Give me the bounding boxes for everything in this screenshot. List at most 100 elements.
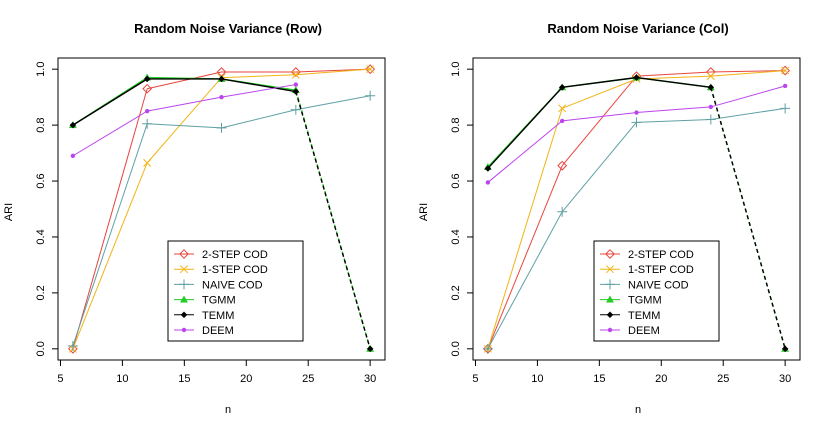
x-tick-label: 30 xyxy=(364,373,376,385)
legend-items: 2-STEP COD 1-STEP COD NAIVE COD TGMM TEMM DEE… xyxy=(174,249,268,337)
data-point xyxy=(634,110,639,115)
legend-label: DEEM xyxy=(628,325,660,337)
legend-item: 2-STEP COD xyxy=(174,249,268,261)
data-point xyxy=(365,64,376,75)
data-point xyxy=(67,341,78,352)
legend-marker xyxy=(179,249,189,259)
legend-label: 2-STEP COD xyxy=(628,249,694,261)
data-point xyxy=(142,118,153,129)
legend-item: NAIVE COD xyxy=(600,279,689,291)
legend-item: NAIVE COD xyxy=(174,279,263,291)
series-layer xyxy=(482,65,791,354)
series-deem xyxy=(70,82,299,159)
plot-frame xyxy=(472,57,801,361)
legend-marker xyxy=(607,327,613,333)
x-tick-label: 30 xyxy=(779,373,791,385)
y-axis-label: ARI xyxy=(418,203,430,221)
x-axis: 5 10 15 20 25 30 xyxy=(472,360,791,385)
x-tick-label: 15 xyxy=(593,373,605,385)
data-point xyxy=(484,165,492,172)
legend-item: DEEM xyxy=(600,325,660,337)
x-tick-label: 5 xyxy=(472,373,478,385)
series-line-segment xyxy=(295,91,371,350)
data-point xyxy=(142,83,153,94)
y-tick-label: 0.4 xyxy=(35,229,47,244)
y-tick-label: 0.0 xyxy=(35,341,47,356)
legend-marker xyxy=(179,279,189,290)
data-point xyxy=(218,75,225,83)
series-line-segment xyxy=(487,165,563,350)
series-naive-cod xyxy=(482,103,791,354)
series-line-segment xyxy=(295,68,371,76)
x-tick-label: 25 xyxy=(302,373,314,385)
x-tick-label: 10 xyxy=(531,373,543,385)
x-axis: 5 10 15 20 25 30 xyxy=(57,360,376,385)
legend-marker xyxy=(180,265,188,274)
series-line-segment xyxy=(636,76,711,89)
series-line-segment xyxy=(561,75,637,166)
series-line-segment xyxy=(72,88,148,349)
data-point xyxy=(291,70,300,79)
series-line-segment xyxy=(561,78,637,109)
y-tick-label: 1.0 xyxy=(450,62,462,77)
data-point xyxy=(780,103,791,114)
legend-items: 2-STEP COD 1-STEP COD NAIVE COD TGMM TEMM DEE… xyxy=(600,249,694,337)
series-line-segment xyxy=(221,78,296,93)
data-point xyxy=(67,343,78,354)
legend-label: TGMM xyxy=(202,295,236,307)
legend-marker xyxy=(606,311,614,319)
x-axis-label: n xyxy=(635,404,641,416)
data-point xyxy=(780,65,791,76)
series-line-segment xyxy=(221,84,296,98)
series-line-segment xyxy=(221,109,296,129)
data-point xyxy=(706,72,715,81)
legend-label: 2-STEP COD xyxy=(202,249,268,261)
data-point xyxy=(290,67,301,77)
chart-title: Random Noise Variance (Row) xyxy=(134,21,322,36)
data-point xyxy=(559,118,565,124)
chart-panel-col: Random Noise Variance (Col) n ARI 5 10 15 2… xyxy=(418,21,801,416)
series-line-segment xyxy=(147,123,222,129)
series-line-segment xyxy=(487,120,563,183)
series-naive-cod xyxy=(67,90,376,352)
y-tick-label: 0.4 xyxy=(450,229,462,244)
y-tick-label: 0.6 xyxy=(35,173,47,188)
data-point xyxy=(781,345,789,353)
legend-item: 1-STEP COD xyxy=(174,264,268,276)
legend-label: TEMM xyxy=(628,310,660,322)
y-tick-label: 1.0 xyxy=(35,62,47,77)
data-point xyxy=(631,117,642,128)
series-line-segment xyxy=(487,86,563,169)
data-point xyxy=(781,66,790,75)
chart-panel-row: Random Noise Variance (Row) n ARI 5 10 15 2… xyxy=(3,21,386,416)
data-point xyxy=(558,84,566,91)
legend-label: TGMM xyxy=(628,295,662,307)
legend-item: 2-STEP COD xyxy=(600,249,694,261)
data-point xyxy=(292,88,300,95)
legend-marker xyxy=(179,295,189,303)
series-line-segment xyxy=(487,108,563,349)
series-temm xyxy=(484,74,789,353)
series-deem xyxy=(485,83,788,185)
series-line-segment xyxy=(562,76,637,89)
series-line-segment xyxy=(561,121,637,213)
data-point xyxy=(293,82,299,87)
series-temm xyxy=(69,75,374,353)
series-line-segment xyxy=(72,162,148,350)
y-tick-label: 0.6 xyxy=(450,173,462,188)
data-point xyxy=(557,160,568,171)
data-point xyxy=(708,104,714,110)
legend: 2-STEP COD 1-STEP COD NAIVE COD TGMM TEMM DEE… xyxy=(593,240,720,342)
y-axis-label: ARI xyxy=(3,203,15,221)
y-tick-label: 0.0 xyxy=(450,341,462,356)
legend-marker xyxy=(605,295,615,303)
data-point xyxy=(485,180,491,185)
x-tick-label: 10 xyxy=(116,373,128,385)
data-point xyxy=(558,104,567,113)
data-point xyxy=(143,158,152,167)
series-line-segment xyxy=(72,78,148,126)
data-point xyxy=(707,84,715,91)
series-line-segment xyxy=(710,70,786,73)
data-point xyxy=(366,345,374,353)
series-line-segment xyxy=(636,71,711,77)
